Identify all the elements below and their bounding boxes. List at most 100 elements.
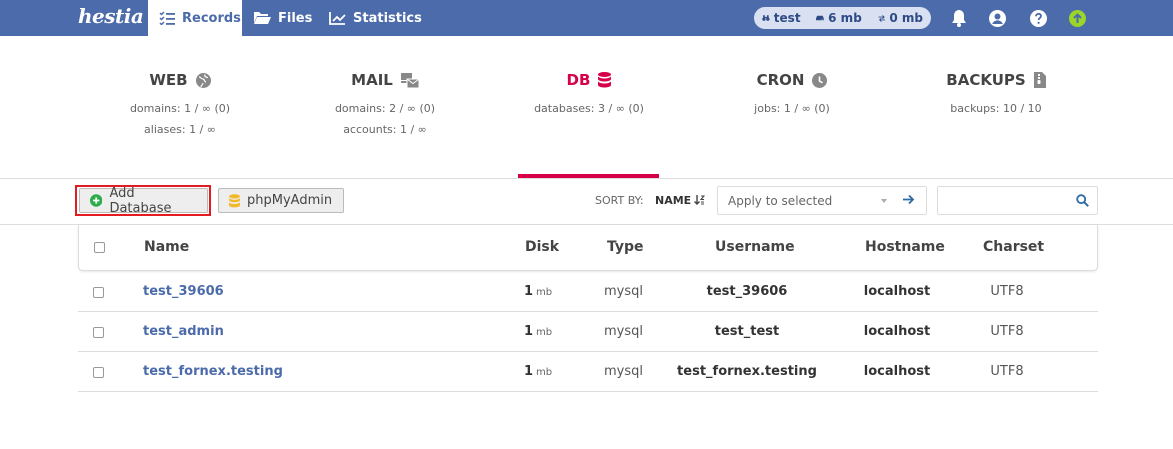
chart-line-icon [329,12,346,25]
chevron-down-icon [881,199,887,203]
column-name: Name [144,239,190,255]
row-checkbox[interactable] [93,327,104,338]
notifications-bell-icon[interactable] [949,8,969,28]
tab-records-label: Records [182,10,241,26]
phpmyadmin-button[interactable]: phpMyAdmin [218,188,344,213]
stat-backups[interactable]: BACKUPS backups: 10 / 10 [911,66,1081,115]
hostname-cell: localhost [863,324,931,339]
hard-drive-icon [816,15,825,21]
database-name-link[interactable]: test_fornex.testing [143,364,283,379]
bandwidth-usage: 0 mb [889,11,923,25]
stat-web-aliases: aliases: 1 / ∞ [144,123,216,136]
file-archive-icon [1033,72,1046,88]
apply-arrow-right-icon[interactable] [902,193,915,209]
plus-circle-icon [90,194,103,207]
sort-by-label: SORT BY: [595,194,644,207]
column-charset: Charset [983,239,1045,255]
apply-to-selected-label: Apply to selected [728,193,833,208]
globe-icon [195,72,211,88]
charset-cell: UTF8 [990,364,1024,379]
charset-cell: UTF8 [990,324,1024,339]
mail-bulk-icon [400,72,419,88]
user-circle-icon[interactable] [987,8,1007,28]
stat-cron-jobs: jobs: 1 / ∞ (0) [754,102,830,115]
username-cell: test_39606 [706,284,788,299]
divider [0,178,1173,179]
stat-backups-title: BACKUPS [946,71,1026,89]
column-disk: Disk [525,239,560,255]
select-all-checkbox[interactable] [94,242,105,253]
stat-db-title: DB [566,71,591,89]
user-usage-pill: test 6 mb 0 mb [754,7,931,29]
help-question-icon[interactable] [1028,8,1048,28]
column-username: Username [715,239,795,255]
user-name: test [773,11,801,25]
stat-web[interactable]: WEB domains: 1 / ∞ (0) aliases: 1 / ∞ [95,66,265,136]
disk-value: 1 [524,364,534,379]
add-database-button[interactable]: Add Database [79,185,208,216]
sort-name-label: NAME [655,194,692,207]
search-icon[interactable] [1076,194,1089,211]
column-type: Type [607,239,644,255]
tab-records[interactable]: Records [148,0,242,36]
highlight-box [75,185,211,216]
apply-to-selected-select[interactable]: Apply to selected [717,186,927,215]
stat-web-title: WEB [149,71,188,89]
database-icon [598,72,612,88]
disk-unit: mb [536,287,553,298]
folder-open-icon [254,12,271,24]
stat-mail-accounts: accounts: 1 / ∞ [343,123,427,136]
disk-unit: mb [536,327,553,338]
stat-mail-domains: domains: 2 / ∞ (0) [334,102,436,115]
hostname-cell: localhost [863,364,931,379]
disk-value: 1 [524,324,534,339]
row-checkbox[interactable] [93,287,104,298]
type-cell: mysql [604,364,643,379]
disk-value: 1 [524,284,534,299]
stat-db[interactable]: DB databases: 3 / ∞ (0) [504,66,674,115]
phpmyadmin-label: phpMyAdmin [247,193,333,208]
database-icon [229,193,240,207]
stat-cron-title: CRON [756,71,805,89]
stat-db-databases: databases: 3 / ∞ (0) [534,102,644,115]
transfer-arrows-icon [878,14,885,22]
tab-statistics[interactable]: Statistics [329,0,422,36]
database-name-link[interactable]: test_39606 [143,284,224,299]
stat-backups-count: backups: 10 / 10 [950,102,1042,115]
disk-cell: 1 mb [524,364,552,379]
table-row: test_39606 1 mb mysql test_39606 localhos… [78,272,1098,312]
binoculars-icon [762,15,770,21]
table-row: test_fornex.testing 1 mb mysql test_forne… [78,352,1098,392]
database-name-link[interactable]: test_admin [143,324,224,339]
search-input[interactable] [937,186,1098,215]
divider [0,224,1173,225]
column-hostname: Hostname [865,239,945,255]
stat-cron[interactable]: CRON jobs: 1 / ∞ (0) [707,66,877,115]
upgrade-arrow-icon[interactable] [1067,8,1087,28]
type-cell: mysql [604,324,643,339]
tab-files[interactable]: Files [253,0,312,36]
stat-mail[interactable]: MAIL domains: 2 / ∞ (0) accounts: 1 / ∞ [300,66,470,136]
table-header: Name Disk Type Username Hostname Charset [78,225,1098,271]
hostname-cell: localhost [863,284,931,299]
add-database-label: Add Database [109,185,172,216]
top-navigation-bar: hestia Records Files Statistics test 6 m… [0,0,1173,36]
row-checkbox[interactable] [93,367,104,378]
list-check-icon [159,11,175,25]
disk-unit: mb [536,367,553,378]
hestia-logo[interactable]: hestia [78,4,144,28]
username-cell: test_test [714,324,780,339]
tab-statistics-label: Statistics [353,10,422,26]
stat-web-domains: domains: 1 / ∞ (0) [129,102,231,115]
active-section-underline [518,174,659,178]
type-cell: mysql [604,284,643,299]
sort-name-toggle[interactable]: NAME [655,194,706,207]
sort-alpha-down-icon [694,195,706,205]
disk-cell: 1 mb [524,284,552,299]
clock-icon [812,72,828,88]
tab-files-label: Files [278,10,313,26]
table-row: test_admin 1 mb mysql test_test localhost… [78,312,1098,352]
disk-usage: 6 mb [828,11,862,25]
disk-cell: 1 mb [524,324,552,339]
username-cell: test_fornex.testing [677,364,817,379]
